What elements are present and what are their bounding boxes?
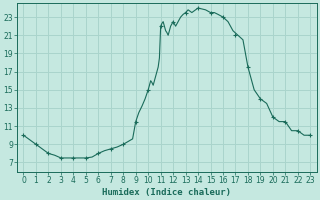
X-axis label: Humidex (Indice chaleur): Humidex (Indice chaleur)	[102, 188, 231, 197]
